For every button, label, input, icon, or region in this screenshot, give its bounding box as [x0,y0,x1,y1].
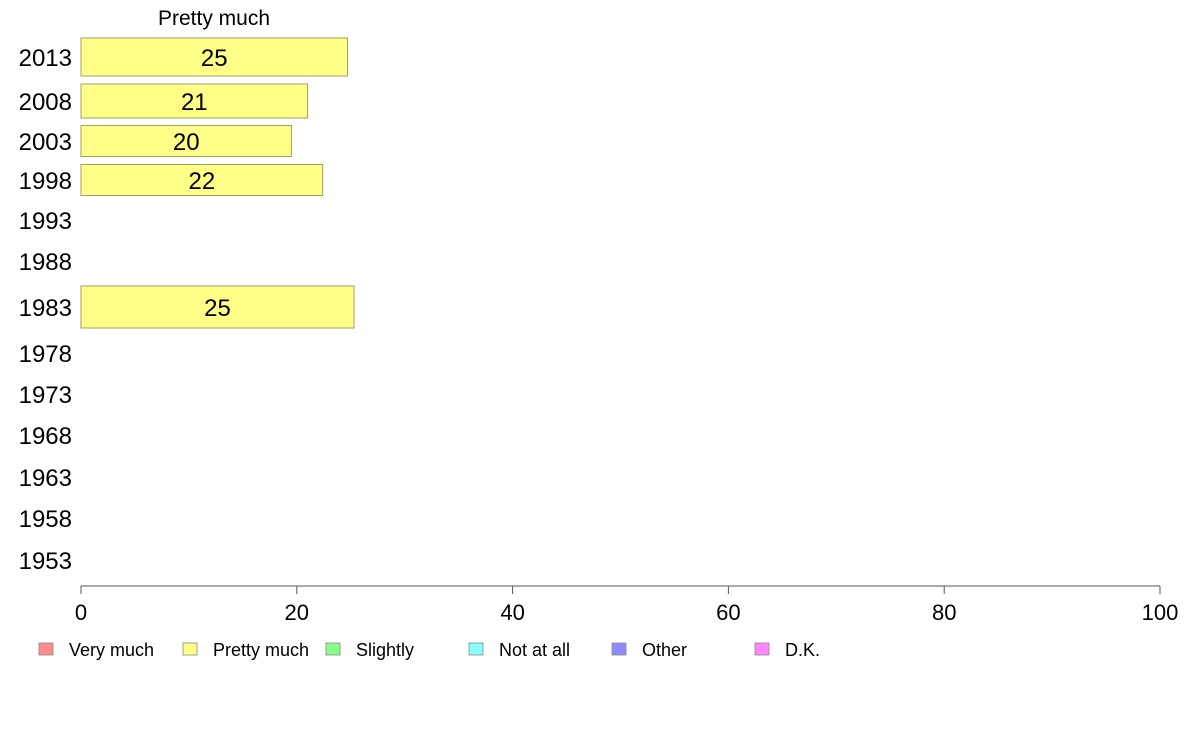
bar [80,285,355,329]
x-axis: 0 20 40 60 80 100 [75,585,1179,625]
year-label: 1958 [19,506,72,533]
legend-swatch [754,642,770,656]
year-label: 1988 [19,249,72,276]
legend-swatch [468,642,484,656]
legend-swatch [611,642,627,656]
legend-swatch [38,642,54,656]
legend-label: D.K. [785,640,820,660]
year-label: 2008 [19,89,72,116]
x-tick-label: 60 [716,600,740,625]
year-label: 1998 [19,168,72,195]
x-tick-label: 20 [285,600,309,625]
bar [80,83,309,119]
year-label: 1968 [19,423,72,450]
bar [80,37,349,77]
x-tick-label: 40 [500,600,524,625]
year-label: 1973 [19,382,72,409]
bar-label: 22 [188,168,215,195]
year-labels: 2013 2008 2003 1998 1993 1988 1983 1978 1973 1968… [19,45,72,575]
year-label: 1963 [19,465,72,492]
bar-label: 21 [181,89,208,116]
x-tick-label: 80 [932,600,956,625]
bar [80,125,292,157]
bars: 25 21 20 22 25 [80,37,355,329]
bar-label: 25 [204,295,231,322]
bar-label: 20 [173,129,200,156]
year-label: 1983 [19,295,72,322]
bar-label: 25 [201,45,228,72]
x-tick-label: 100 [1142,600,1179,625]
year-label: 1993 [19,208,72,235]
legend-label: Very much [69,640,154,660]
legend-swatch [325,642,341,656]
bar [80,164,324,196]
series-title: Pretty much [158,7,270,30]
year-label: 1978 [19,341,72,368]
legend-label: Slightly [356,640,414,660]
year-label: 1953 [19,548,72,575]
year-label: 2003 [19,129,72,156]
legend-label: Other [642,640,687,660]
year-label: 2013 [19,45,72,72]
x-tick-label: 0 [75,600,87,625]
legend: Very much Pretty much Slightly Not at all Ot… [38,640,820,660]
legend-swatch [182,642,198,656]
legend-label: Pretty much [213,640,309,660]
legend-label: Not at all [499,640,570,660]
